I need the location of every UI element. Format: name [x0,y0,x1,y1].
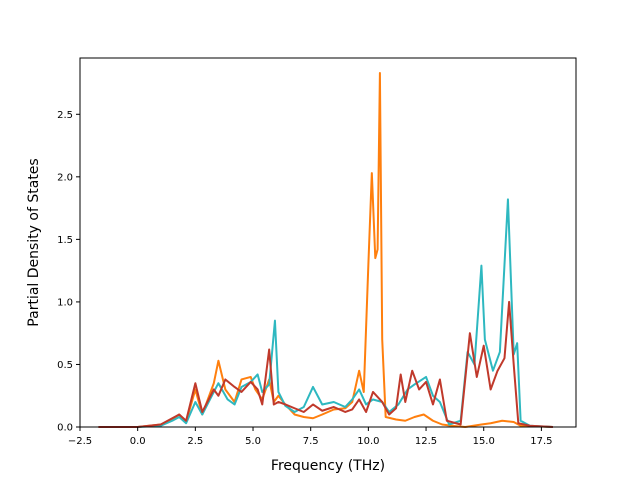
y-axis: 0.0 0.5 1.0 1.5 2.0 2.5 [57,110,80,434]
series-line-1 [98,72,553,428]
series-line-3 [98,300,553,428]
x-tick-label: 15.0 [473,436,495,447]
x-tick-label: 2.5 [187,436,203,447]
x-tick-label: −2.5 [68,436,92,447]
plot-frame [79,57,577,428]
x-tick-label: 7.5 [303,436,319,447]
series-layer [98,72,553,428]
y-tick-label: 0.0 [57,423,73,434]
y-tick-label: 0.5 [57,360,73,371]
x-tick-label: 5.0 [245,436,261,447]
x-axis-title: Frequency (THz) [271,458,385,474]
x-tick-label: 10.0 [357,436,379,447]
y-tick-label: 2.5 [57,110,73,121]
x-axis: −2.5 0.0 2.5 5.0 7.5 10.0 12.5 15.0 17.5 [68,427,553,447]
series-line-2 [98,198,553,428]
y-axis-title: Partial Density of States [26,158,42,326]
y-tick-label: 1.0 [57,297,73,308]
x-tick-label: 0.0 [130,436,146,447]
x-tick-label: 17.5 [530,436,552,447]
x-tick-label: 12.5 [415,436,437,447]
y-tick-label: 2.0 [57,172,73,183]
y-tick-label: 1.5 [57,235,73,246]
